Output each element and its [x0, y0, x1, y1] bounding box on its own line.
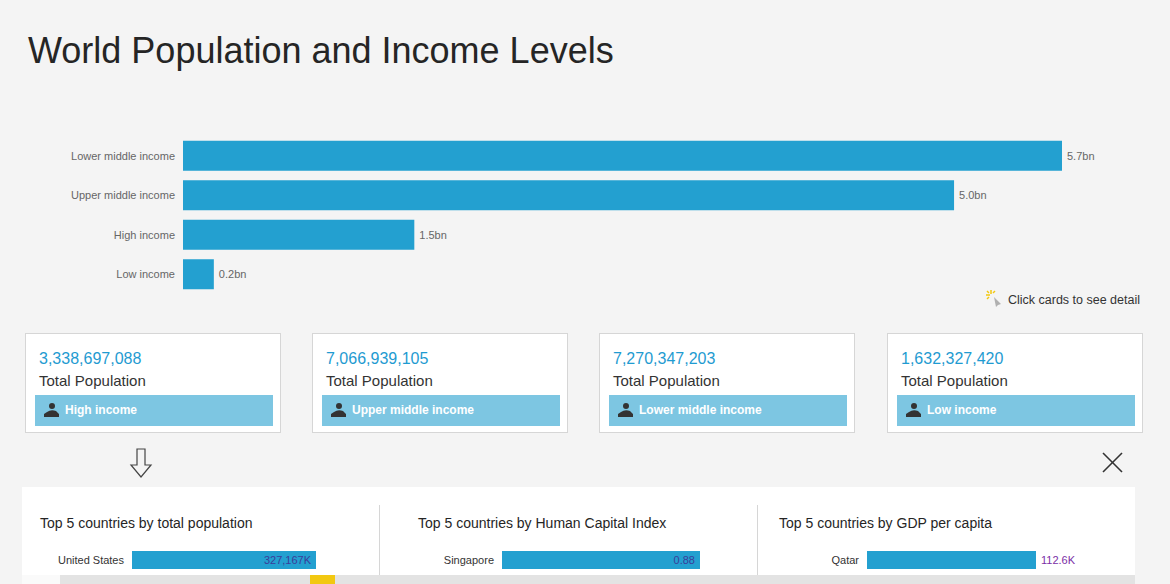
html-text:Low income: Low income [927, 403, 997, 417]
svg-text:327,167K: 327,167K [264, 554, 312, 566]
svg-text:1.5bn: 1.5bn [419, 229, 447, 241]
html-text:Top 5 countries by Human Capit: Top 5 countries by Human Capital Index [418, 515, 667, 531]
svg-text:Qatar: Qatar [831, 554, 859, 566]
html-text:Upper middle income: Upper middle income [352, 403, 474, 417]
html-text:Total Population: Total Population [901, 372, 1008, 389]
svg-text:5.0bn: 5.0bn [959, 189, 987, 201]
html-text:Total Population: Total Population [613, 372, 720, 389]
html-text:Click cards to see detail: Click cards to see detail [1008, 293, 1140, 307]
svg-text:Lower middle income: Lower middle income [71, 150, 175, 162]
svg-text:Low income: Low income [116, 268, 175, 280]
svg-text:0.88: 0.88 [674, 554, 695, 566]
svg-text:High income: High income [114, 229, 175, 241]
html-text:Lower middle income: Lower middle income [639, 403, 762, 417]
html-text:World Population and Income Le: World Population and Income Levels [28, 30, 614, 71]
html-text:Top 5 countries by total popul: Top 5 countries by total population [40, 515, 253, 531]
svg-text:United States: United States [58, 554, 125, 566]
html-text:Total Population: Total Population [326, 372, 433, 389]
svg-text:5.7bn: 5.7bn [1067, 150, 1095, 162]
html-text:Total Population: Total Population [39, 372, 146, 389]
html-text:1,632,327,420: 1,632,327,420 [901, 350, 1004, 367]
html-text:3,338,697,088: 3,338,697,088 [39, 350, 142, 367]
html-text:Top 5 countries by GDP per cap: Top 5 countries by GDP per capita [779, 515, 992, 531]
svg-text:Upper middle income: Upper middle income [71, 189, 175, 201]
svg-text:112.6K: 112.6K [1041, 554, 1076, 566]
svg-text:0.2bn: 0.2bn [219, 268, 247, 280]
svg-text:Singapore: Singapore [444, 554, 494, 566]
html-text:7,066,939,105: 7,066,939,105 [326, 350, 429, 367]
html-text:High income: High income [65, 403, 137, 417]
html-text:7,270,347,203: 7,270,347,203 [613, 350, 716, 367]
